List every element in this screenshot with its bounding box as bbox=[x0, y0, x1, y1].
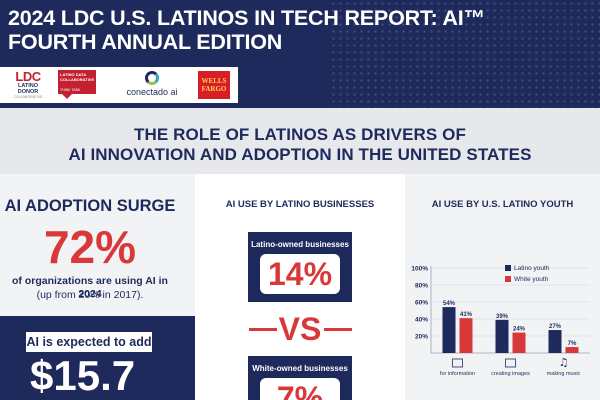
ldc-think-tank-text: LATINO DATA COLLABORATIVE bbox=[60, 72, 95, 82]
vs-label: VS bbox=[278, 311, 322, 347]
bar-white-youth bbox=[565, 347, 579, 353]
expected-value: $15.7 bbox=[30, 352, 136, 399]
section-title-line2: AI INNOVATION AND ADOPTION IN THE UNITED… bbox=[68, 145, 532, 164]
y-tick-label: 80% bbox=[415, 283, 428, 290]
white-business-label: White-owned businesses bbox=[252, 364, 348, 373]
adoption-title: AI ADOPTION SURGE bbox=[4, 197, 176, 215]
image-icon bbox=[505, 358, 516, 368]
section-title: THE ROLE OF LATINOS AS DRIVERS OF AI INN… bbox=[0, 125, 600, 165]
info-icon bbox=[452, 358, 463, 368]
y-tick-label: 40% bbox=[415, 317, 428, 324]
vs-divider-right bbox=[324, 328, 352, 331]
bar-data-label: 54% bbox=[443, 301, 456, 307]
y-tick-label: 60% bbox=[415, 300, 428, 307]
section-title-line1: THE ROLE OF LATINOS AS DRIVERS OF bbox=[134, 125, 466, 144]
header-dot-pattern bbox=[330, 0, 600, 108]
report-title: 2024 LDC U.S. LATINOS IN TECH REPORT: AI… bbox=[8, 6, 485, 54]
category-label: making music bbox=[547, 371, 581, 377]
bar-data-label: 27% bbox=[549, 324, 562, 330]
latino-business-label: Latino-owned businesses bbox=[251, 240, 349, 249]
ldc-logo-mark: LDC bbox=[15, 69, 41, 84]
bar-latino-youth bbox=[495, 319, 509, 353]
white-business-card: White-owned businesses 7% bbox=[248, 356, 352, 400]
legend-swatch bbox=[505, 276, 511, 282]
bar-white-youth bbox=[512, 332, 526, 353]
youth-chart: 100% 80% 60% 40% 20% 54% 41% for information 39%… bbox=[405, 258, 600, 400]
business-title: AI USE BY LATINO BUSINESSES bbox=[225, 199, 375, 210]
y-tick-label: 20% bbox=[415, 334, 428, 341]
bar-data-label: 41% bbox=[460, 312, 473, 318]
music-note-icon: ♫ bbox=[559, 356, 569, 369]
bar-data-label: 7% bbox=[568, 341, 577, 347]
wells-fargo-logo: WELLS FARGO bbox=[198, 71, 230, 99]
bar-data-label: 39% bbox=[496, 314, 509, 320]
ldc-think-tank-sub: THINK TANK bbox=[60, 88, 81, 92]
ldc-logo: LDC LATINO DONOR COLLABORATIVE bbox=[8, 70, 48, 100]
bar-latino-youth bbox=[548, 330, 562, 353]
category-label: for information bbox=[440, 371, 475, 377]
expected-label: AI is expected to add bbox=[26, 332, 152, 352]
adoption-subtext: (up from 20% in 2017). bbox=[36, 289, 144, 301]
youth-column bbox=[405, 174, 600, 400]
conectado-ring-icon bbox=[145, 71, 159, 85]
y-tick-label: 100% bbox=[411, 266, 428, 273]
economic-impact-block bbox=[0, 316, 195, 400]
vs-divider-left bbox=[249, 328, 277, 331]
adoption-description: of organizations are using AI in 2024 bbox=[12, 275, 168, 300]
speech-bubble-tail-icon bbox=[62, 94, 72, 99]
conectado-wordmark: conectado ai bbox=[126, 87, 178, 97]
white-business-value: 7% bbox=[260, 378, 340, 400]
latino-business-value: 14% bbox=[260, 254, 340, 294]
legend-label: Latino youth bbox=[514, 265, 550, 272]
bar-data-label: 24% bbox=[513, 327, 526, 333]
section-banner bbox=[0, 108, 600, 174]
youth-chart-svg: 100% 80% 60% 40% 20% 54% 41% for information 39%… bbox=[411, 265, 590, 377]
ldc-logo-line2: DONOR bbox=[17, 89, 39, 95]
conectado-logo: conectado ai bbox=[118, 71, 186, 99]
bar-white-youth bbox=[459, 318, 473, 353]
adoption-percent: 72% bbox=[43, 221, 137, 273]
ldc-think-tank-box: LATINO DATA COLLABORATIVE bbox=[58, 70, 96, 94]
ldc-logo-line3: COLLABORATIVE bbox=[13, 95, 43, 99]
bar-latino-youth bbox=[442, 307, 456, 353]
ldc-logo-line1: LATINO bbox=[17, 83, 39, 89]
legend-label: White youth bbox=[514, 276, 549, 283]
legend-swatch bbox=[505, 265, 511, 271]
ldc-think-tank-logo: LATINO DATA COLLABORATIVE THINK TANK bbox=[58, 70, 96, 100]
latino-business-card: Latino-owned businesses 14% bbox=[248, 232, 352, 302]
youth-title: AI USE BY U.S. LATINO YOUTH bbox=[431, 199, 574, 210]
category-label: creating images bbox=[491, 371, 530, 377]
